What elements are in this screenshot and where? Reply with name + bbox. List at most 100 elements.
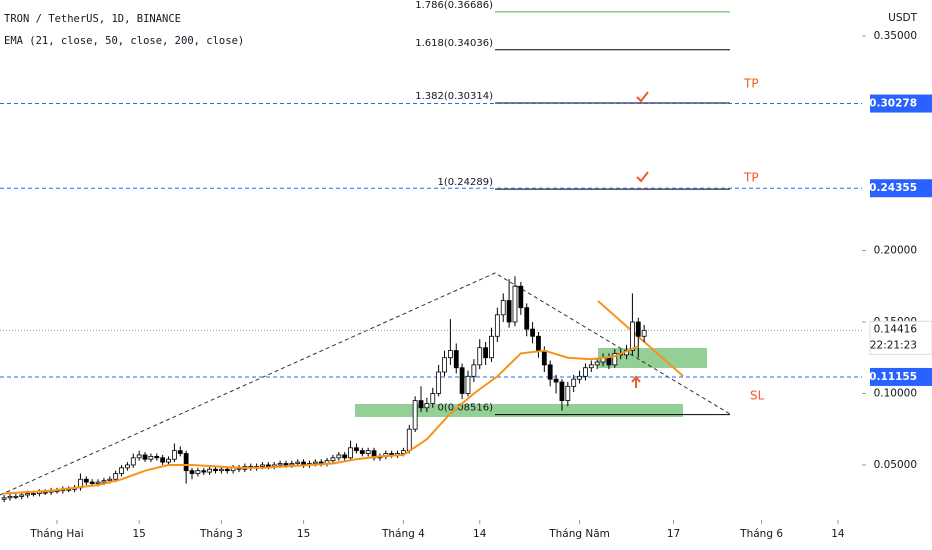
candle-body	[101, 480, 107, 483]
candle-body	[594, 361, 600, 366]
candle-body	[530, 328, 535, 337]
y-tick-label: 0.05000	[874, 459, 917, 471]
candle-body	[418, 400, 424, 409]
candle-body	[430, 393, 436, 404]
candle-body	[524, 307, 530, 330]
arrow	[631, 375, 641, 388]
candle-body	[559, 381, 565, 402]
candle-body	[295, 461, 301, 464]
candle-body	[183, 453, 189, 472]
candle-body	[512, 285, 518, 323]
candle-body	[588, 364, 594, 369]
candle-body	[359, 450, 365, 454]
x-tick-label: Tháng 3	[199, 528, 243, 540]
candle-body	[95, 481, 101, 484]
candle-body	[25, 493, 30, 496]
candle-body	[289, 463, 295, 466]
candle-body	[277, 463, 283, 466]
candle-body	[483, 347, 489, 359]
candle-body	[142, 454, 148, 460]
candle-body	[265, 464, 271, 467]
candle-body	[630, 321, 635, 351]
x-tick-label: 15	[132, 528, 145, 540]
candle-body	[424, 403, 430, 409]
annotation: TP	[743, 171, 759, 185]
candle-body	[330, 457, 336, 462]
candle-body	[500, 300, 506, 316]
candle-body	[641, 329, 647, 337]
plot-area: 1.786(0.36686) 1.618(0.34036) 1.382(0.3031…	[0, 0, 862, 503]
candle-body	[465, 375, 471, 394]
chart-title: TRON / TetherUS, 1D, BINANCE	[4, 13, 181, 25]
candle-body	[119, 467, 124, 474]
price-badge-label: 0.24355	[869, 182, 917, 194]
candle-body	[130, 457, 136, 466]
candle-body	[201, 470, 207, 473]
fib-label: 1.786(0.36686)	[415, 0, 493, 11]
candle-body	[171, 450, 177, 460]
candle-body	[541, 350, 547, 366]
candle-body	[1, 497, 7, 500]
candle-body	[177, 450, 183, 454]
candle-body	[224, 468, 230, 472]
candle-body	[635, 321, 641, 337]
candle-body	[577, 375, 582, 380]
candle-body	[13, 496, 19, 498]
candle-body	[213, 468, 218, 472]
candle-body	[453, 350, 459, 369]
check-mark	[636, 91, 649, 103]
candle-body	[494, 314, 500, 337]
price-badge	[870, 367, 932, 386]
candle-body	[107, 478, 113, 482]
check-mark	[636, 171, 649, 183]
x-tick-label: Tháng Năm	[548, 528, 610, 540]
axis-unit: USDT	[888, 12, 917, 24]
candle-body	[571, 378, 577, 387]
candle-body	[606, 357, 612, 366]
candle-body	[447, 350, 453, 359]
candle-body	[401, 450, 406, 454]
candle-body	[547, 364, 553, 380]
price-badge	[870, 179, 932, 198]
y-tick-label: 0.35000	[874, 30, 917, 42]
support-zone	[355, 404, 683, 417]
x-tick-label: 14	[831, 528, 845, 540]
candle-body	[518, 285, 524, 309]
x-tick-label: Tháng 4	[381, 528, 425, 540]
fib-label: 1(0.24289)	[437, 177, 493, 188]
candle-body	[148, 455, 154, 460]
candle-body	[406, 428, 412, 452]
candle-body	[166, 458, 171, 463]
candle-body	[471, 364, 477, 377]
candle-body	[42, 491, 48, 494]
candle-body	[342, 454, 348, 459]
candle-body	[136, 454, 142, 459]
candle-body	[459, 367, 465, 394]
x-tick-label: Tháng 6	[739, 528, 783, 540]
candle-body	[583, 367, 588, 377]
candle-body	[312, 461, 318, 464]
candle-body	[89, 481, 95, 484]
candle-body	[506, 300, 512, 323]
x-tick-label: 15	[297, 528, 310, 540]
price-badge	[870, 94, 932, 113]
candle-body	[354, 447, 359, 452]
last-price-label: 0.14416	[874, 323, 918, 335]
candle-body	[160, 457, 166, 463]
candle-body	[31, 493, 36, 495]
candle-body	[565, 385, 571, 402]
candle-body	[348, 447, 353, 459]
fib-label: 1.382(0.30314)	[415, 91, 493, 102]
annotation: TP	[743, 77, 759, 91]
candle-body	[336, 454, 342, 459]
candle-body	[207, 468, 213, 473]
overlay: TP TP SL TRON / TetherUS, 1D, BINANCE EM…	[4, 12, 932, 540]
x-tick-label: Tháng Hai	[29, 528, 83, 540]
candle-body	[442, 357, 447, 373]
candle-body	[365, 450, 371, 454]
candle-body	[489, 335, 494, 359]
candle-body	[7, 496, 13, 499]
triangle-lines	[0, 272, 731, 496]
